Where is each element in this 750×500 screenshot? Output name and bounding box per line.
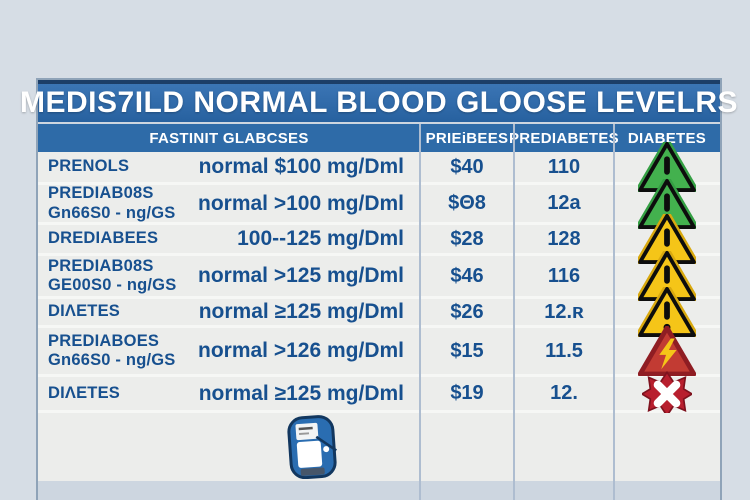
- column-divider: [613, 124, 615, 500]
- yellow-warning-triangle-icon: [614, 214, 720, 264]
- prediabetes-value: 110: [547, 155, 581, 178]
- table-row: PREDIAB08S Gn66S0 - ng/GS normal >100 mg…: [38, 178, 720, 229]
- column-divider: [419, 124, 421, 500]
- fasting-value: 100--125 mg/Dml: [237, 227, 404, 250]
- condition-line2: Gn66S0 - ng/GS: [48, 203, 176, 222]
- fasting-value: normal $100 mg/Dml: [198, 155, 404, 178]
- priebees-value: $19: [450, 382, 484, 404]
- table-body: PRENOLS normal $100 mg/Dml $40 110 PREDI…: [38, 142, 720, 417]
- fasting-value: normal ≥125 mg/Dml: [198, 300, 404, 323]
- glucometer-icon: [284, 415, 344, 484]
- prediabetes-value: 12a: [547, 192, 581, 214]
- header-fasting-glucose: FASTINIT GLABCSES: [149, 129, 309, 147]
- condition-label: PRENOLS: [48, 157, 129, 176]
- glucose-table: MEDIS7ILD NORMAL BLOOD GLOOSE LEVELRS FA…: [20, 78, 738, 500]
- table-row: PREDIABOES Gn66S0 - ng/GS normal >126 mg…: [38, 326, 720, 377]
- column-divider: [513, 124, 515, 500]
- fasting-value: normal >100 mg/Dml: [198, 191, 404, 215]
- prediabetes-value: 11.5: [545, 339, 583, 362]
- condition-line1: DIΛETES: [48, 302, 121, 321]
- condition-label: PREDIAB08S GE00S0 - ng/GS: [48, 257, 176, 296]
- condition-label: DIΛETES: [48, 384, 120, 403]
- fasting-glucose-cell: PREDIABOES Gn66S0 - ng/GS normal >126 mg…: [38, 328, 420, 374]
- fasting-glucose-cell: DIΛETES normal ≥125 mg/Dml: [38, 299, 420, 325]
- red-x-burst-icon: [614, 370, 720, 417]
- table-row: DREDIABEES 100--125 mg/Dml $28 128: [38, 214, 720, 264]
- condition-line1: DREDIABEES: [48, 229, 159, 248]
- condition-label: DREDIABEES: [48, 229, 158, 248]
- header-priebees: PRIEiBEES: [425, 129, 509, 147]
- priebees-value: $15: [450, 339, 484, 362]
- priebees-value: $28: [450, 227, 484, 250]
- fasting-glucose-cell: PREDIAB08S Gn66S0 - ng/GS normal >100 mg…: [38, 184, 420, 223]
- red-lightning-triangle-icon: [614, 326, 720, 376]
- table-row: PRENOLS normal $100 mg/Dml $40 110: [38, 142, 720, 192]
- condition-line2: Gn66S0 - ng/GS: [48, 351, 176, 369]
- header-diabetes: DIABETES: [627, 129, 707, 147]
- table-row: PREDIAB08S GE00S0 - ng/GS normal >125 mg…: [38, 251, 720, 301]
- condition-label: PREDIAB08S Gn66S0 - ng/GS: [48, 184, 176, 223]
- prediabetes-value: 116: [547, 264, 581, 287]
- priebees-value: $Θ8: [448, 192, 486, 214]
- table-header-row: FASTINIT GLABCSES PRIEiBEES PREDIABETES …: [38, 124, 720, 152]
- table-row: DIΛETES normal ≥125 mg/Dml $19 12.: [38, 370, 720, 417]
- fasting-glucose-cell: PRENOLS normal $100 mg/Dml: [38, 152, 420, 182]
- fasting-value: normal >125 mg/Dml: [198, 264, 404, 287]
- fasting-glucose-cell: DIΛETES normal ≥125 mg/Dml: [38, 377, 420, 410]
- fasting-value: normal ≥125 mg/Dml: [198, 381, 404, 405]
- condition-line1: PREDIAB08S: [48, 256, 154, 275]
- table-title-bar: MEDIS7ILD NORMAL BLOOD GLOOSE LEVELRS: [20, 80, 738, 122]
- green-warning-triangle-icon: [614, 142, 720, 192]
- header-prediabetes: PREDIABETES: [509, 129, 619, 147]
- prediabetes-value: 12.ʀ: [544, 300, 584, 323]
- priebees-value: $46: [450, 264, 484, 287]
- condition-line1: PRENOLS: [48, 157, 130, 176]
- condition-label: DIΛETES: [48, 302, 120, 321]
- condition-line1: PREDIABOES: [48, 331, 160, 350]
- table-row: DIΛETES normal ≥125 mg/Dml $26 12.ʀ: [38, 287, 720, 337]
- condition-label: PREDIABOES Gn66S0 - ng/GS: [48, 332, 176, 371]
- condition-line2: GE00S0 - ng/GS: [48, 276, 177, 294]
- table-footer-row: [38, 413, 720, 481]
- condition-line1: PREDIAB08S: [48, 184, 154, 203]
- prediabetes-value: 128: [547, 227, 581, 250]
- priebees-value: $40: [450, 155, 484, 178]
- prediabetes-value: 12.: [550, 382, 578, 404]
- fasting-glucose-cell: DREDIABEES 100--125 mg/Dml: [38, 225, 420, 253]
- fasting-value: normal >126 mg/Dml: [198, 339, 404, 362]
- condition-line1: DIΛETES: [48, 383, 121, 402]
- priebees-value: $26: [450, 300, 484, 323]
- yellow-warning-triangle-icon: [614, 287, 720, 337]
- fasting-glucose-cell: PREDIAB08S GE00S0 - ng/GS normal >125 mg…: [38, 256, 420, 296]
- table-title: MEDIS7ILD NORMAL BLOOD GLOOSE LEVELRS: [20, 86, 738, 119]
